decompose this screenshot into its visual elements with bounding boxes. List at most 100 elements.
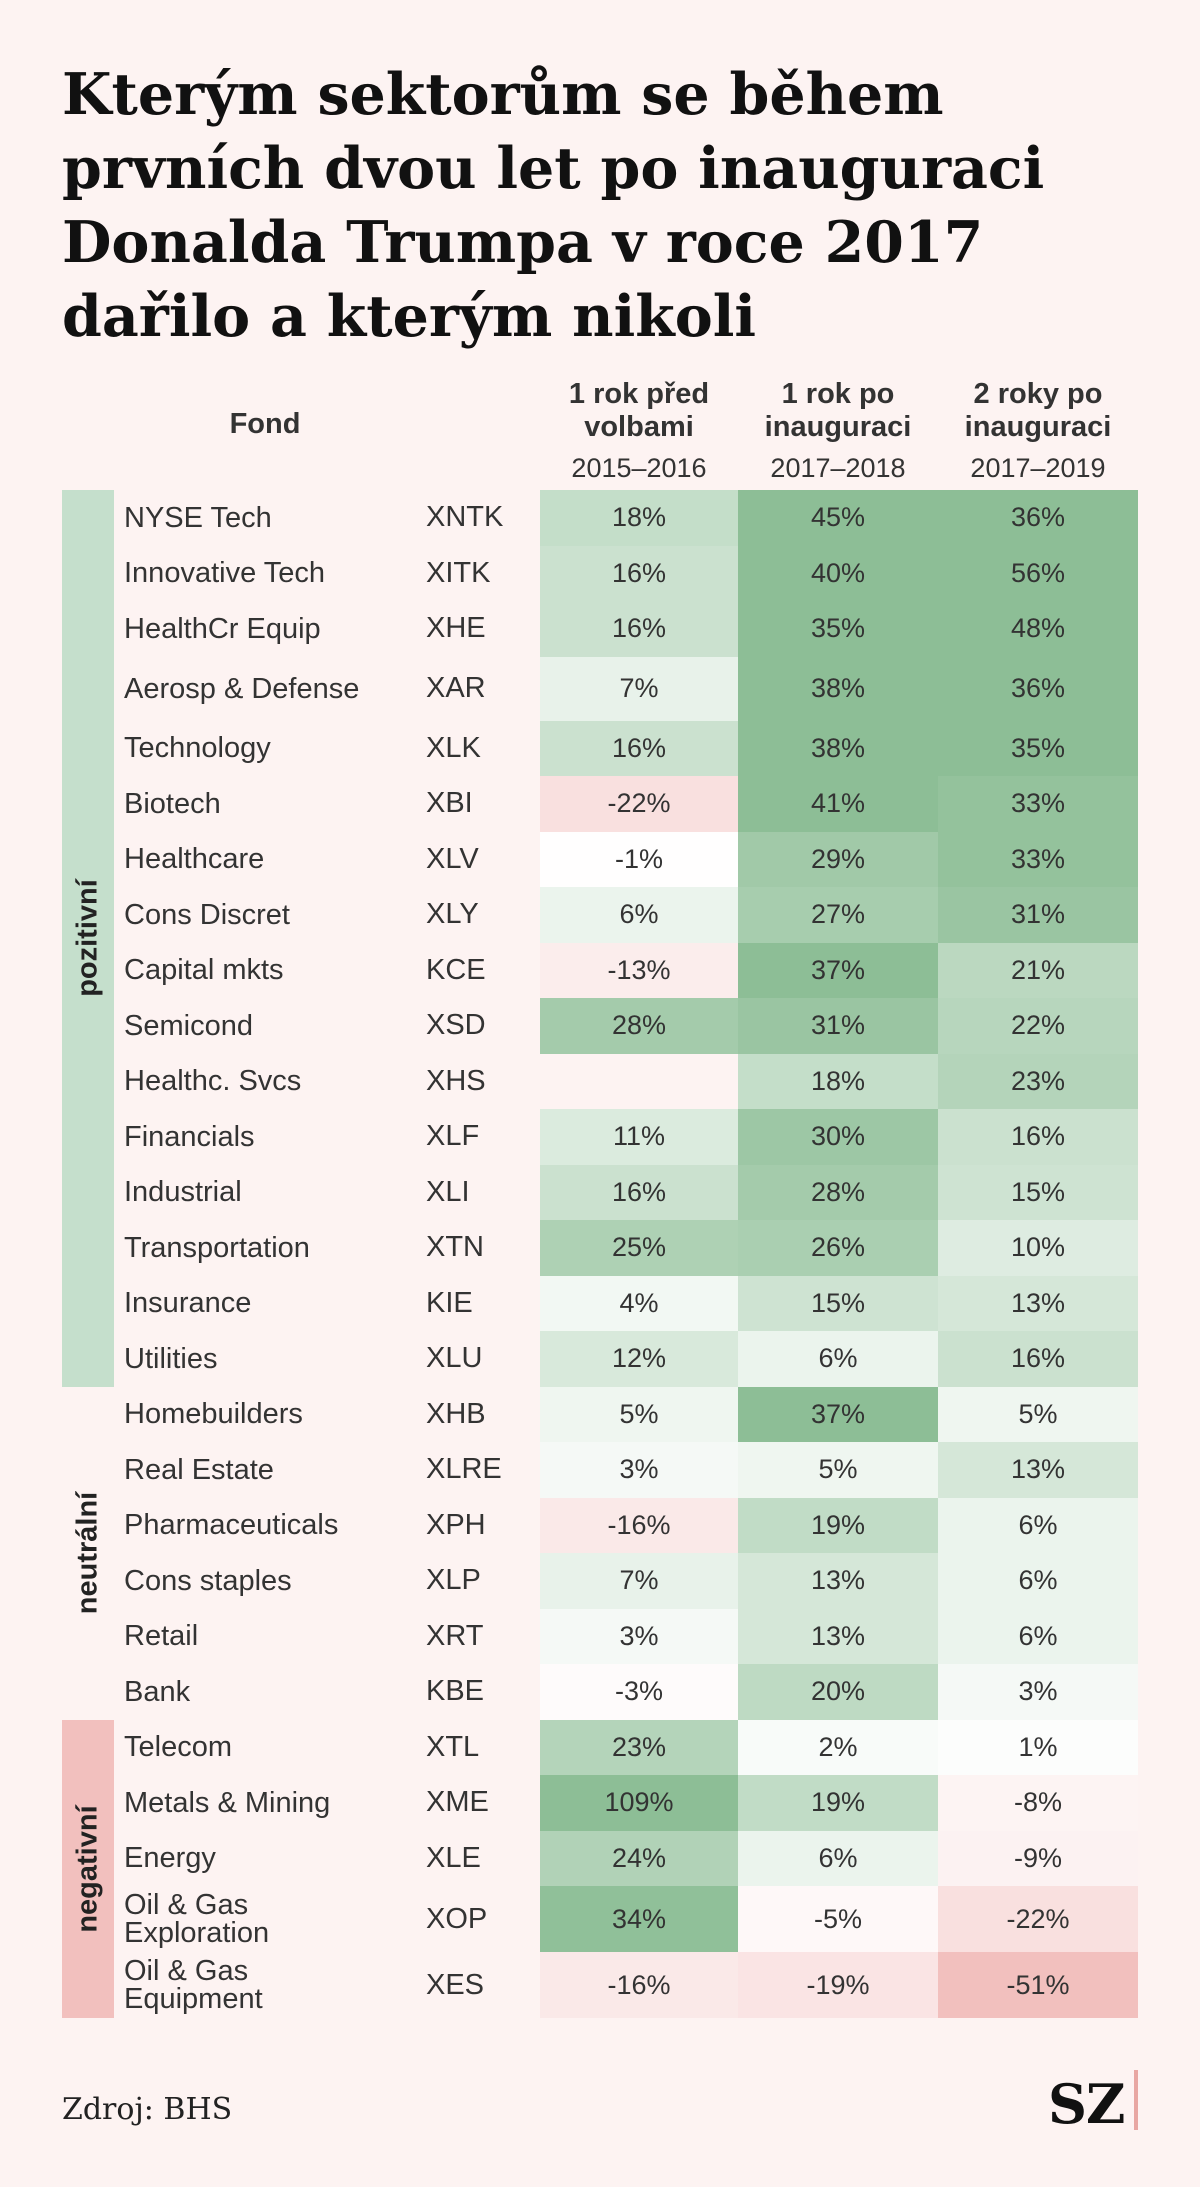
value-cell-col3: 31% [938,887,1138,943]
fund-name: Energy [124,1842,216,1875]
group-label-1: neutrální [71,1491,104,1615]
fund-ticker: XLY [426,898,479,931]
value-cell-col3: 13% [938,1442,1138,1498]
value-cell-col2: 38% [738,656,938,721]
fund-ticker: XLI [426,1175,470,1208]
value-cell-col1: 11% [540,1109,738,1165]
fund-name: HealthCr Equip [124,612,321,645]
value-cell-col2: 45% [738,490,938,546]
value-cell-col2: 5% [738,1442,938,1498]
fund-ticker: XPH [426,1508,486,1541]
fund-name: Pharmaceuticals [124,1509,339,1542]
fund-name: Financials [124,1120,255,1153]
value-cell-col2: 18% [738,1053,938,1109]
value-cell-col3: 15% [938,1164,1138,1220]
table-row: Innovative Tech XITK 16% 40% 56% [0,545,1200,601]
fund-name: Aerosp & Defense [124,672,360,705]
value-cell-col3: 5% [938,1386,1138,1442]
fund-ticker: XOP [426,1902,488,1935]
value-cell-col3: 10% [938,1220,1138,1276]
value-cell-col2: 41% [738,776,938,832]
value-cell-col1: 7% [540,1553,738,1609]
fund-name: Cons Discret [124,898,290,931]
fund-name: Homebuilders [124,1398,303,1431]
fund-ticker: XNTK [426,501,504,534]
fund-ticker: XHB [426,1397,486,1430]
fund-ticker: KBE [426,1675,485,1708]
table-row: Insurance KIE 4% 15% 13% [0,1275,1200,1331]
column-header-2-period: 2017–2018 [770,453,906,483]
table-row: Real Estate XLRE 3% 5% 13% [0,1442,1200,1498]
fund-name: Capital mkts [124,954,284,987]
value-cell-col1: 16% [540,601,738,657]
table-row: Healthcare XLV -1% 29% 33% [0,831,1200,887]
value-cell-col2: 40% [738,545,938,601]
value-cell-col1: 3% [540,1442,738,1498]
fund-name: Cons staples [124,1564,292,1597]
fund-name: Biotech [124,787,221,820]
value-cell-col1: 34% [540,1886,738,1952]
value-cell-col3: 33% [938,776,1138,832]
value-cell-col3: 6% [938,1497,1138,1553]
table-row: NYSE Tech XNTK 18% 45% 36% [0,490,1200,546]
value-cell-col2: 37% [738,942,938,998]
value-cell-col2: 37% [738,1386,938,1442]
value-cell-col1: 23% [540,1719,738,1775]
value-cell-col3: -8% [938,1775,1138,1831]
value-cell-col2: 29% [738,831,938,887]
value-cell-col3: 16% [938,1331,1138,1387]
value-cell-col3: 1% [938,1719,1138,1775]
value-cell-col1: 5% [540,1386,738,1442]
fund-ticker: XSD [426,1009,486,1042]
value-cell-col1: 7% [540,656,738,721]
fund-ticker: XHE [426,612,486,645]
fund-ticker: XRT [426,1619,484,1652]
value-cell-col1: 16% [540,720,738,776]
value-cell-col1: -13% [540,942,738,998]
column-header-3: 2 roky po inauguraci 2017–2019 [938,378,1138,486]
table-row: Technology XLK 16% 38% 35% [0,720,1200,776]
column-header-fond: Fond [229,408,301,440]
value-cell-col3: 6% [938,1608,1138,1664]
fund-ticker: XLF [426,1120,480,1153]
table-row: Oil & Gas Exploration XOP 34% -5% -22% [0,1886,1200,1952]
column-header-3-title: 2 roky po inauguraci [964,378,1112,443]
sz-logo: SZ [1048,2072,1125,2136]
value-cell-col3: -22% [938,1886,1138,1952]
table-row: Retail XRT 3% 13% 6% [0,1608,1200,1664]
column-header-1-title: 1 rok před volbami [568,378,710,443]
value-cell-col1: 18% [540,490,738,546]
value-cell-col3: 6% [938,1553,1138,1609]
table-row: Metals & Mining XME 109% 19% -8% [0,1775,1200,1831]
value-cell-col2: 30% [738,1109,938,1165]
value-cell-col3: -9% [938,1830,1138,1886]
value-cell-col1: -3% [540,1664,738,1720]
table-row: Transportation XTN 25% 26% 10% [0,1220,1200,1276]
value-cell-col2: 19% [738,1775,938,1831]
value-cell-col3: 36% [938,490,1138,546]
value-cell-col1: 6% [540,887,738,943]
fund-name: Technology [124,732,271,765]
value-cell-col2: -19% [738,1952,938,2018]
table-row: Oil & Gas Equipment XES -16% -19% -51% [0,1952,1200,2018]
value-cell-col3: 33% [938,831,1138,887]
fund-ticker: XHS [426,1064,486,1097]
value-cell-col3: 3% [938,1664,1138,1720]
fund-name: Healthcare [124,843,265,876]
table-row: Cons staples XLP 7% 13% 6% [0,1553,1200,1609]
source-note: Zdroj: BHS [62,2092,233,2127]
value-cell-col1: 24% [540,1830,738,1886]
logo-accent-bar [1134,2070,1138,2130]
value-cell-col1: 12% [540,1331,738,1387]
table-row: Semicond XSD 28% 31% 22% [0,998,1200,1054]
fund-ticker: XITK [426,556,491,589]
table-row: Pharmaceuticals XPH -16% 19% 6% [0,1497,1200,1553]
value-cell-col3: 36% [938,656,1138,721]
value-cell-col2: 6% [738,1830,938,1886]
value-cell-col2: 13% [738,1553,938,1609]
value-cell-col1: 16% [540,1164,738,1220]
table-row: Capital mkts KCE -13% 37% 21% [0,942,1200,998]
value-cell-col1: -16% [540,1952,738,2018]
value-cell-col3: 21% [938,942,1138,998]
table-row: Industrial XLI 16% 28% 15% [0,1164,1200,1220]
